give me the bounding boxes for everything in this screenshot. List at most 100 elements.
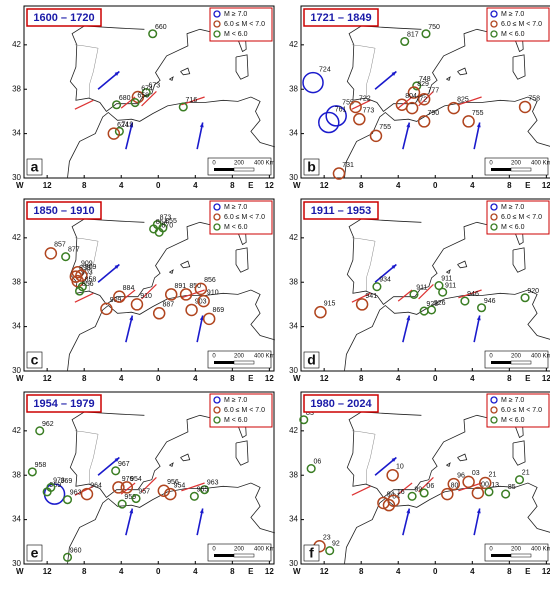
y-tick-label: 30 <box>12 366 21 375</box>
period-title: 1954 – 1979 <box>33 398 94 410</box>
event-label: 946 <box>484 298 496 305</box>
panel-letter: e <box>31 545 39 561</box>
x-tick-label: 8 <box>82 374 87 383</box>
scale-label: 200 <box>234 547 245 553</box>
scale-bar-half <box>234 554 254 557</box>
period-title: 1850 – 1910 <box>33 205 94 217</box>
x-tick-label: 4 <box>470 374 475 383</box>
x-tick-label: 12 <box>320 181 329 190</box>
legend-label: 6.0 ≤ M < 7.0 <box>224 407 265 414</box>
x-tick-label: 8 <box>230 181 235 190</box>
x-tick-label: 8 <box>507 181 512 190</box>
event-label: 680 <box>119 95 131 102</box>
x-end-label: E <box>248 567 254 576</box>
legend-label: 6.0 ≤ M < 7.0 <box>501 214 542 221</box>
legend-label: M ≥ 7.0 <box>501 11 524 18</box>
legend-label: M < 6.0 <box>224 31 248 38</box>
y-tick-label: 42 <box>12 40 21 49</box>
y-tick-label: 30 <box>12 173 21 182</box>
scale-label: 200 <box>234 354 245 360</box>
x-tick-label: 4 <box>119 181 124 190</box>
x-tick-label: 12 <box>320 567 329 576</box>
event-label: 960 <box>70 547 82 554</box>
scale-label: 400 Km <box>254 547 275 553</box>
x-end-label: E <box>248 374 254 383</box>
event-label: 954 <box>174 482 186 489</box>
scale-label: 200 <box>511 547 522 553</box>
x-tick-label: 12 <box>542 567 550 576</box>
legend-label: M < 6.0 <box>501 417 525 424</box>
event-label: 911 <box>416 284 427 291</box>
scale-label: 200 <box>511 354 522 360</box>
event-label: 963 <box>70 490 82 497</box>
event-label: 870 <box>161 222 173 229</box>
x-tick-label: 0 <box>433 181 438 190</box>
legend-label: M ≥ 7.0 <box>501 204 524 211</box>
x-tick-label: 12 <box>265 181 274 190</box>
x-end-label: W <box>293 374 301 383</box>
event-label: 926 <box>434 300 446 307</box>
x-tick-label: 8 <box>507 567 512 576</box>
period-title: 1980 – 2024 <box>310 398 372 410</box>
x-tick-label: 8 <box>230 374 235 383</box>
panel-letter: c <box>31 352 39 368</box>
event-label: 946 <box>467 291 479 298</box>
event-label: 958 <box>35 462 47 469</box>
y-tick-label: 42 <box>289 233 298 242</box>
y-tick-label: 38 <box>12 84 21 93</box>
x-tick-label: 8 <box>359 567 364 576</box>
panel-letter: a <box>31 159 39 175</box>
x-tick-label: 4 <box>119 374 124 383</box>
x-tick-label: 8 <box>507 374 512 383</box>
y-tick-label: 34 <box>12 515 21 524</box>
y-tick-label: 30 <box>289 366 298 375</box>
y-tick-label: 34 <box>289 322 298 331</box>
y-tick-label: 30 <box>289 559 298 568</box>
x-tick-label: 0 <box>156 374 161 383</box>
event-label: 910 <box>140 293 152 300</box>
event-label: 755 <box>472 110 484 117</box>
panel-letter: f <box>309 545 314 561</box>
event-label: 909 <box>85 264 97 271</box>
event-label: 884 <box>123 285 135 292</box>
event-label: 790 <box>427 110 439 117</box>
x-tick-label: 4 <box>193 567 198 576</box>
x-end-label: W <box>16 374 24 383</box>
event-label: 910 <box>207 289 219 296</box>
scale-label: 200 <box>234 161 245 167</box>
y-tick-label: 34 <box>12 322 21 331</box>
y-tick-label: 34 <box>289 515 298 524</box>
x-tick-label: 4 <box>193 374 198 383</box>
event-label: 777 <box>427 88 439 95</box>
x-tick-label: 4 <box>396 181 401 190</box>
event-label: 963 <box>207 480 219 487</box>
x-tick-label: 8 <box>230 567 235 576</box>
event-label: 722 <box>359 95 371 102</box>
event-label: 954 <box>130 476 142 483</box>
event-label: 877 <box>68 247 80 254</box>
event-label: 750 <box>428 24 440 31</box>
event-label: 21 <box>522 470 530 477</box>
scale-bar-half <box>511 361 531 364</box>
x-tick-label: 12 <box>43 374 52 383</box>
event-label: 13 <box>491 482 499 489</box>
event-label: 16 <box>397 489 405 496</box>
y-tick-label: 34 <box>289 129 298 138</box>
event-label: 903 <box>195 298 207 305</box>
x-end-label: W <box>16 181 24 190</box>
x-tick-label: 0 <box>156 181 161 190</box>
y-tick-label: 42 <box>12 233 21 242</box>
event-label: 773 <box>363 108 375 115</box>
event-label: 06 <box>426 483 434 490</box>
legend-label: 6.0 ≤ M < 7.0 <box>501 21 542 28</box>
x-tick-label: 4 <box>396 374 401 383</box>
event-label: 724 <box>319 66 331 73</box>
event-label: 716 <box>186 97 198 104</box>
y-tick-label: 34 <box>12 129 21 138</box>
event-label: 03 <box>472 470 480 477</box>
x-tick-label: 12 <box>265 374 274 383</box>
x-end-label: W <box>16 567 24 576</box>
x-tick-label: 8 <box>359 374 364 383</box>
period-title: 1911 – 1953 <box>311 205 372 217</box>
